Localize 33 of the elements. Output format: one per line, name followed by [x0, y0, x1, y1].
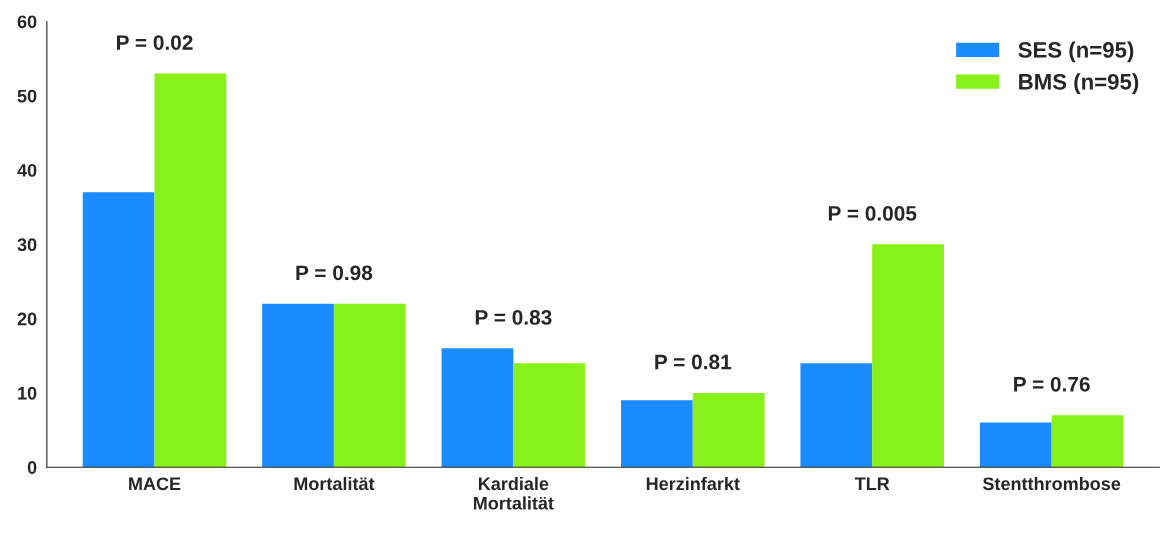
- y-tick-label: 30: [17, 238, 37, 252]
- y-tick-label: 60: [17, 15, 37, 29]
- bar: [333, 303, 406, 468]
- x-tick-label: Herzinfarkt: [646, 476, 740, 491]
- annotation: P = 0.02: [116, 35, 193, 50]
- bar: [621, 400, 693, 468]
- x-tick-label: Mortalität: [294, 476, 375, 491]
- legend-label: BMS (n=95): [1019, 73, 1139, 95]
- x-tick-label: MACE: [129, 477, 181, 491]
- bar: [692, 392, 765, 468]
- y-tick-label: 20: [17, 312, 37, 326]
- bar: [154, 73, 227, 468]
- legend-label: SES (n=95): [1018, 41, 1134, 63]
- bar: [513, 363, 586, 468]
- bar: [800, 363, 873, 468]
- y-tick-label: 40: [17, 163, 37, 177]
- bar: [1051, 415, 1124, 468]
- x-tick-label: Kardiale Mortalität: [473, 476, 554, 510]
- bar: [441, 348, 514, 468]
- bar: [979, 422, 1052, 468]
- annotation: P = 0.81: [655, 354, 732, 370]
- annotation: P = 0.005: [828, 206, 917, 221]
- x-tick-label: TLR: [854, 477, 890, 490]
- bar: [262, 303, 334, 468]
- annotation: P = 0.98: [296, 265, 373, 281]
- x-tick-label: Stentthrombose: [982, 476, 1121, 491]
- y-tick-label: 0: [27, 461, 37, 474]
- y-tick-label: 10: [18, 386, 37, 400]
- bar: [82, 192, 155, 468]
- annotation: P = 0.83: [475, 310, 552, 325]
- annotation: P = 0.76: [1014, 376, 1090, 392]
- y-tick-label: 50: [17, 89, 37, 103]
- bar: [872, 244, 944, 468]
